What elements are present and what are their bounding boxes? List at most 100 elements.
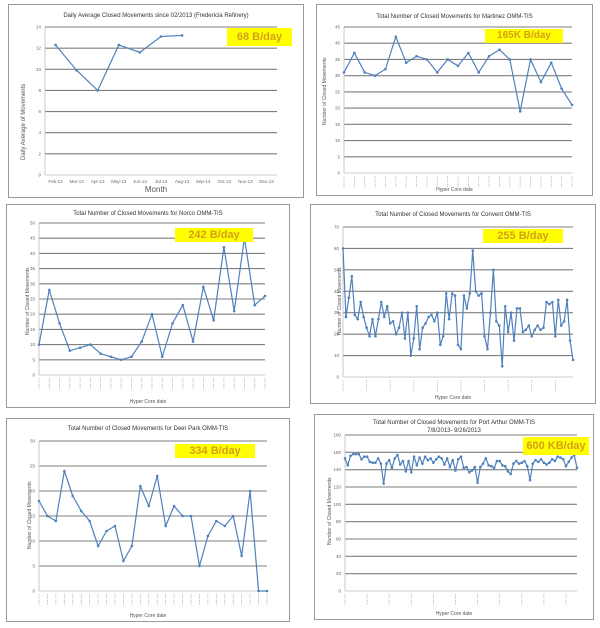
chart-martinez-plot: 0 5 10 15 20 25 30 35 40 45 xyxy=(335,25,574,187)
svg-text:50: 50 xyxy=(30,221,36,226)
svg-text:12: 12 xyxy=(36,46,42,51)
svg-text:Nov-13: Nov-13 xyxy=(238,179,253,184)
chart-convent: 0 10 20 30 40 50 60 70 Total Number of Closed M… xyxy=(310,204,596,404)
svg-text:May-13: May-13 xyxy=(111,179,127,184)
svg-text:25: 25 xyxy=(335,89,341,94)
svg-text:30: 30 xyxy=(335,73,341,78)
svg-text:30: 30 xyxy=(30,439,36,444)
svg-text:0: 0 xyxy=(338,589,341,594)
svg-text:140: 140 xyxy=(333,467,341,472)
svg-text:25: 25 xyxy=(30,297,36,302)
svg-text:Jul-13: Jul-13 xyxy=(155,179,168,184)
svg-text:60: 60 xyxy=(334,246,340,251)
svg-text:Dec-13: Dec-13 xyxy=(259,179,274,184)
svg-text:160: 160 xyxy=(333,450,341,455)
svg-text:25: 25 xyxy=(30,464,36,469)
rate-badge: 165K B/day xyxy=(485,29,563,43)
svg-text:10: 10 xyxy=(30,342,36,347)
rate-badge: 68 B/day xyxy=(227,28,292,46)
svg-text:10: 10 xyxy=(335,138,341,143)
svg-text:5: 5 xyxy=(32,564,35,569)
y-axis-label: Number of Closed Movements xyxy=(27,481,33,549)
chart-title: Total Number of Closed Movements for Nor… xyxy=(73,211,223,217)
svg-text:6: 6 xyxy=(38,109,41,114)
svg-text:Jun-13: Jun-13 xyxy=(133,179,147,184)
x-axis-label: Hyper Core date xyxy=(129,613,167,619)
rate-badge: 600 KB/day xyxy=(523,437,589,455)
svg-text:Apr-13: Apr-13 xyxy=(91,179,105,184)
svg-text:50: 50 xyxy=(334,267,340,272)
svg-text:30: 30 xyxy=(30,281,36,286)
chart-title: Total Number of Closed Movements for Mar… xyxy=(376,14,533,20)
svg-text:0: 0 xyxy=(337,171,340,176)
svg-text:5: 5 xyxy=(32,357,35,362)
svg-text:8: 8 xyxy=(38,88,41,93)
svg-text:40: 40 xyxy=(334,289,340,294)
x-axis-label: Hyper Core date xyxy=(129,399,167,405)
svg-text:20: 20 xyxy=(334,332,340,337)
x-axis-label: Hyper Core date xyxy=(435,611,473,617)
chart-subtitle: 7/8/2013- 9/26/2013 xyxy=(427,428,481,434)
svg-text:0: 0 xyxy=(38,173,41,178)
svg-text:40: 40 xyxy=(30,251,36,256)
svg-text:40: 40 xyxy=(336,554,342,559)
rate-badge: 242 B/day xyxy=(175,228,253,242)
svg-text:5: 5 xyxy=(337,154,340,159)
svg-text:60: 60 xyxy=(336,537,342,542)
svg-text:80: 80 xyxy=(336,519,342,524)
chart-deer-park-plot: 0 5 10 15 20 25 30 xyxy=(30,439,269,605)
chart-title: Total Number of Closed Movements for Dee… xyxy=(67,426,229,432)
chart-port-arthur-plot: 0 20 40 60 80 100 120 140 160 180 xyxy=(333,433,579,605)
svg-text:14: 14 xyxy=(36,25,42,30)
y-axis-label: Number of Closed Movements xyxy=(25,267,31,335)
svg-text:4: 4 xyxy=(38,130,41,135)
svg-text:0: 0 xyxy=(32,373,35,378)
svg-text:30: 30 xyxy=(334,310,340,315)
svg-text:Oct-13: Oct-13 xyxy=(218,179,232,184)
svg-text:10: 10 xyxy=(30,539,36,544)
chart-fredericia-plot: 0 2 4 6 8 10 12 14 Feb-13 Mar-13 Apr-13 May-13 Jun-1… xyxy=(36,25,277,184)
y-axis-label: Daily Average of Movements xyxy=(21,83,27,160)
svg-text:10: 10 xyxy=(334,353,340,358)
y-axis-label: Number of Closed Movements xyxy=(337,267,343,335)
chart-title: Daily Average Closed Movements since 02/… xyxy=(63,13,249,19)
svg-text:35: 35 xyxy=(30,266,36,271)
rate-badge: 334 B/day xyxy=(175,444,255,458)
svg-text:0: 0 xyxy=(336,375,339,380)
chart-deer-park: 0 5 10 15 20 25 30 Total Number of Closed Move… xyxy=(6,418,290,622)
x-axis-label: Hyper Core date xyxy=(434,395,472,401)
chart-title: Total Number of Closed Movements for Con… xyxy=(375,212,531,218)
x-axis-label: Month xyxy=(144,185,168,194)
svg-text:20: 20 xyxy=(30,489,36,494)
svg-text:35: 35 xyxy=(335,57,341,62)
y-axis-label: Number of Closed Movements xyxy=(327,477,333,545)
svg-text:Feb-13: Feb-13 xyxy=(48,179,63,184)
svg-text:15: 15 xyxy=(335,122,341,127)
svg-text:100: 100 xyxy=(333,502,341,507)
svg-text:45: 45 xyxy=(30,236,36,241)
svg-text:40: 40 xyxy=(335,41,341,46)
y-axis-label: Number of Closed Movements xyxy=(322,57,328,125)
svg-text:20: 20 xyxy=(335,106,341,111)
svg-text:2: 2 xyxy=(38,151,41,156)
svg-text:70: 70 xyxy=(334,225,340,230)
chart-port-arthur: 0 20 40 60 80 100 120 140 160 180 Total Number of… xyxy=(314,414,594,620)
svg-text:20: 20 xyxy=(30,312,36,317)
svg-text:15: 15 xyxy=(30,327,36,332)
x-axis-label: Hyper Core date xyxy=(436,187,473,193)
chart-title: Total Number of Closed Movements for Por… xyxy=(372,420,536,426)
chart-convent-plot: 0 10 20 30 40 50 60 70 xyxy=(334,225,575,391)
chart-martinez: 0 5 10 15 20 25 30 35 40 45 Total Number of Close… xyxy=(316,4,593,196)
svg-text:10: 10 xyxy=(36,67,42,72)
chart-norco-plot: 0 5 10 15 20 25 30 35 40 45 50 xyxy=(30,221,267,389)
svg-text:Sep-13: Sep-13 xyxy=(196,179,211,184)
svg-text:180: 180 xyxy=(333,433,341,438)
svg-text:Mar-13: Mar-13 xyxy=(70,179,85,184)
svg-text:15: 15 xyxy=(30,514,36,519)
svg-text:0: 0 xyxy=(32,589,35,594)
svg-text:45: 45 xyxy=(335,25,341,30)
rate-badge: 255 B/day xyxy=(483,229,563,243)
chart-fredericia: 0 2 4 6 8 10 12 14 Feb-13 Mar-13 Apr-13 May-13 Jun-1… xyxy=(8,4,304,198)
chart-norco: 0 5 10 15 20 25 30 35 40 45 50 Total Number of Clo… xyxy=(6,204,290,408)
svg-text:120: 120 xyxy=(333,485,341,490)
